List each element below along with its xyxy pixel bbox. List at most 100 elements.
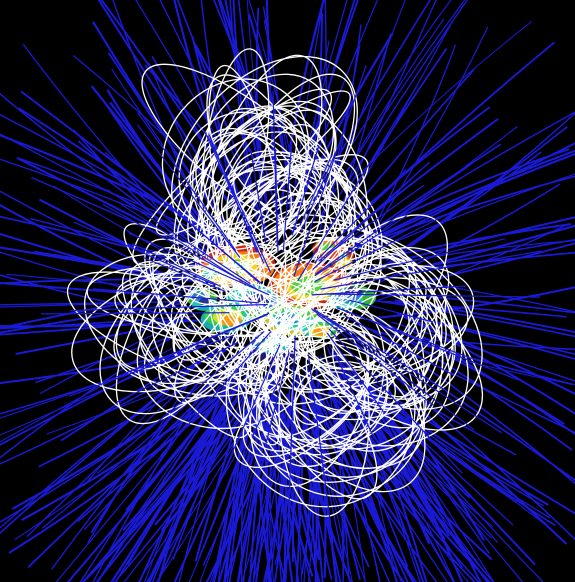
- open-field-line: [410, 224, 575, 272]
- open-field-line: [40, 312, 230, 315]
- open-field-line: [110, 381, 242, 582]
- open-field-line: [0, 318, 190, 336]
- open-field-line: [311, 285, 467, 296]
- open-field-line: [41, 366, 229, 529]
- closed-field-loop: [221, 109, 336, 238]
- open-field-line: [265, 351, 290, 445]
- closed-field-loop: [155, 90, 351, 236]
- open-field-line: [319, 355, 433, 521]
- open-field-line: [144, 357, 244, 582]
- open-field-line: [294, 398, 333, 580]
- open-field-line: [20, 90, 218, 242]
- open-field-line: [0, 274, 171, 316]
- open-field-line: [51, 371, 208, 570]
- open-field-line: [77, 393, 221, 523]
- open-field-line: [55, 356, 245, 582]
- open-field-line: [336, 307, 482, 363]
- closed-field-loop: [299, 237, 418, 370]
- closed-field-loop: [332, 291, 456, 410]
- open-field-line: [0, 292, 182, 330]
- open-field-line: [299, 153, 333, 226]
- open-field-line: [278, 419, 321, 582]
- open-field-line: [332, 184, 425, 251]
- open-field-line: [202, 375, 281, 566]
- open-field-line: [232, 0, 259, 225]
- open-field-line: [275, 397, 291, 580]
- open-field-line: [106, 188, 251, 285]
- open-field-line: [248, 0, 299, 190]
- open-field-line: [92, 288, 259, 304]
- open-field-line: [356, 383, 544, 507]
- open-field-line: [263, 19, 292, 177]
- open-field-line: [136, 124, 241, 258]
- open-field-line: [0, 282, 170, 297]
- closed-field-loop: [200, 48, 270, 255]
- closed-field-loop: [161, 78, 310, 230]
- open-field-line: [286, 335, 296, 547]
- closed-field-loop: [205, 154, 369, 268]
- open-field-line: [311, 308, 503, 434]
- closed-field-loop: [297, 263, 444, 452]
- open-field-line: [338, 149, 575, 258]
- open-field-line: [313, 385, 410, 538]
- open-field-line: [0, 324, 192, 459]
- open-field-line: [79, 379, 218, 582]
- open-field-line: [344, 315, 455, 376]
- open-field-line: [142, 256, 226, 292]
- closed-field-loop: [322, 257, 443, 412]
- open-field-line: [344, 33, 392, 194]
- open-field-line: [77, 140, 220, 261]
- open-field-line: [337, 411, 480, 582]
- open-field-line: [282, 424, 306, 582]
- open-field-line: [313, 308, 447, 392]
- closed-field-loop: [238, 319, 377, 405]
- closed-field-loop: [173, 106, 307, 286]
- open-field-line: [415, 280, 575, 313]
- open-field-line: [357, 152, 575, 249]
- closed-field-loop: [260, 191, 355, 285]
- open-field-line: [374, 26, 489, 231]
- open-field-line: [308, 421, 405, 582]
- open-field-line: [168, 204, 260, 283]
- open-field-line: [307, 397, 318, 582]
- open-field-line: [128, 232, 270, 296]
- open-field-line: [335, 354, 376, 440]
- open-field-line: [371, 382, 575, 515]
- open-field-line: [319, 18, 445, 218]
- open-field-line: [354, 371, 548, 527]
- open-field-line: [122, 407, 229, 531]
- open-field-line: [326, 332, 385, 413]
- closed-field-loop: [276, 258, 484, 431]
- open-field-line: [362, 390, 524, 582]
- open-field-line: [87, 372, 197, 544]
- open-field-line: [157, 370, 256, 582]
- open-field-line: [272, 90, 278, 247]
- open-field-line: [312, 162, 429, 270]
- open-field-line: [0, 347, 173, 443]
- closed-field-loop: [227, 341, 396, 441]
- open-field-line: [409, 242, 575, 286]
- open-field-line: [14, 386, 222, 541]
- open-field-line: [218, 344, 281, 483]
- closed-field-loop: [258, 296, 386, 468]
- open-field-line: [148, 408, 233, 582]
- closed-field-loop: [255, 236, 428, 371]
- open-field-line: [382, 348, 575, 482]
- open-field-line: [336, 416, 344, 582]
- open-field-line: [328, 328, 463, 474]
- closed-field-loop: [261, 236, 424, 398]
- open-field-line: [307, 354, 334, 544]
- open-field-line: [204, 131, 265, 264]
- open-field-line: [349, 299, 434, 323]
- open-field-line: [326, 293, 541, 298]
- open-field-line: [293, 65, 367, 277]
- closed-field-loop: [180, 200, 353, 334]
- open-field-line: [320, 250, 542, 290]
- open-field-line: [15, 322, 177, 356]
- open-field-line: [370, 299, 575, 338]
- open-field-line: [315, 375, 409, 582]
- open-field-line: [405, 251, 575, 272]
- closed-field-loop: [245, 320, 389, 456]
- open-field-line: [291, 145, 320, 236]
